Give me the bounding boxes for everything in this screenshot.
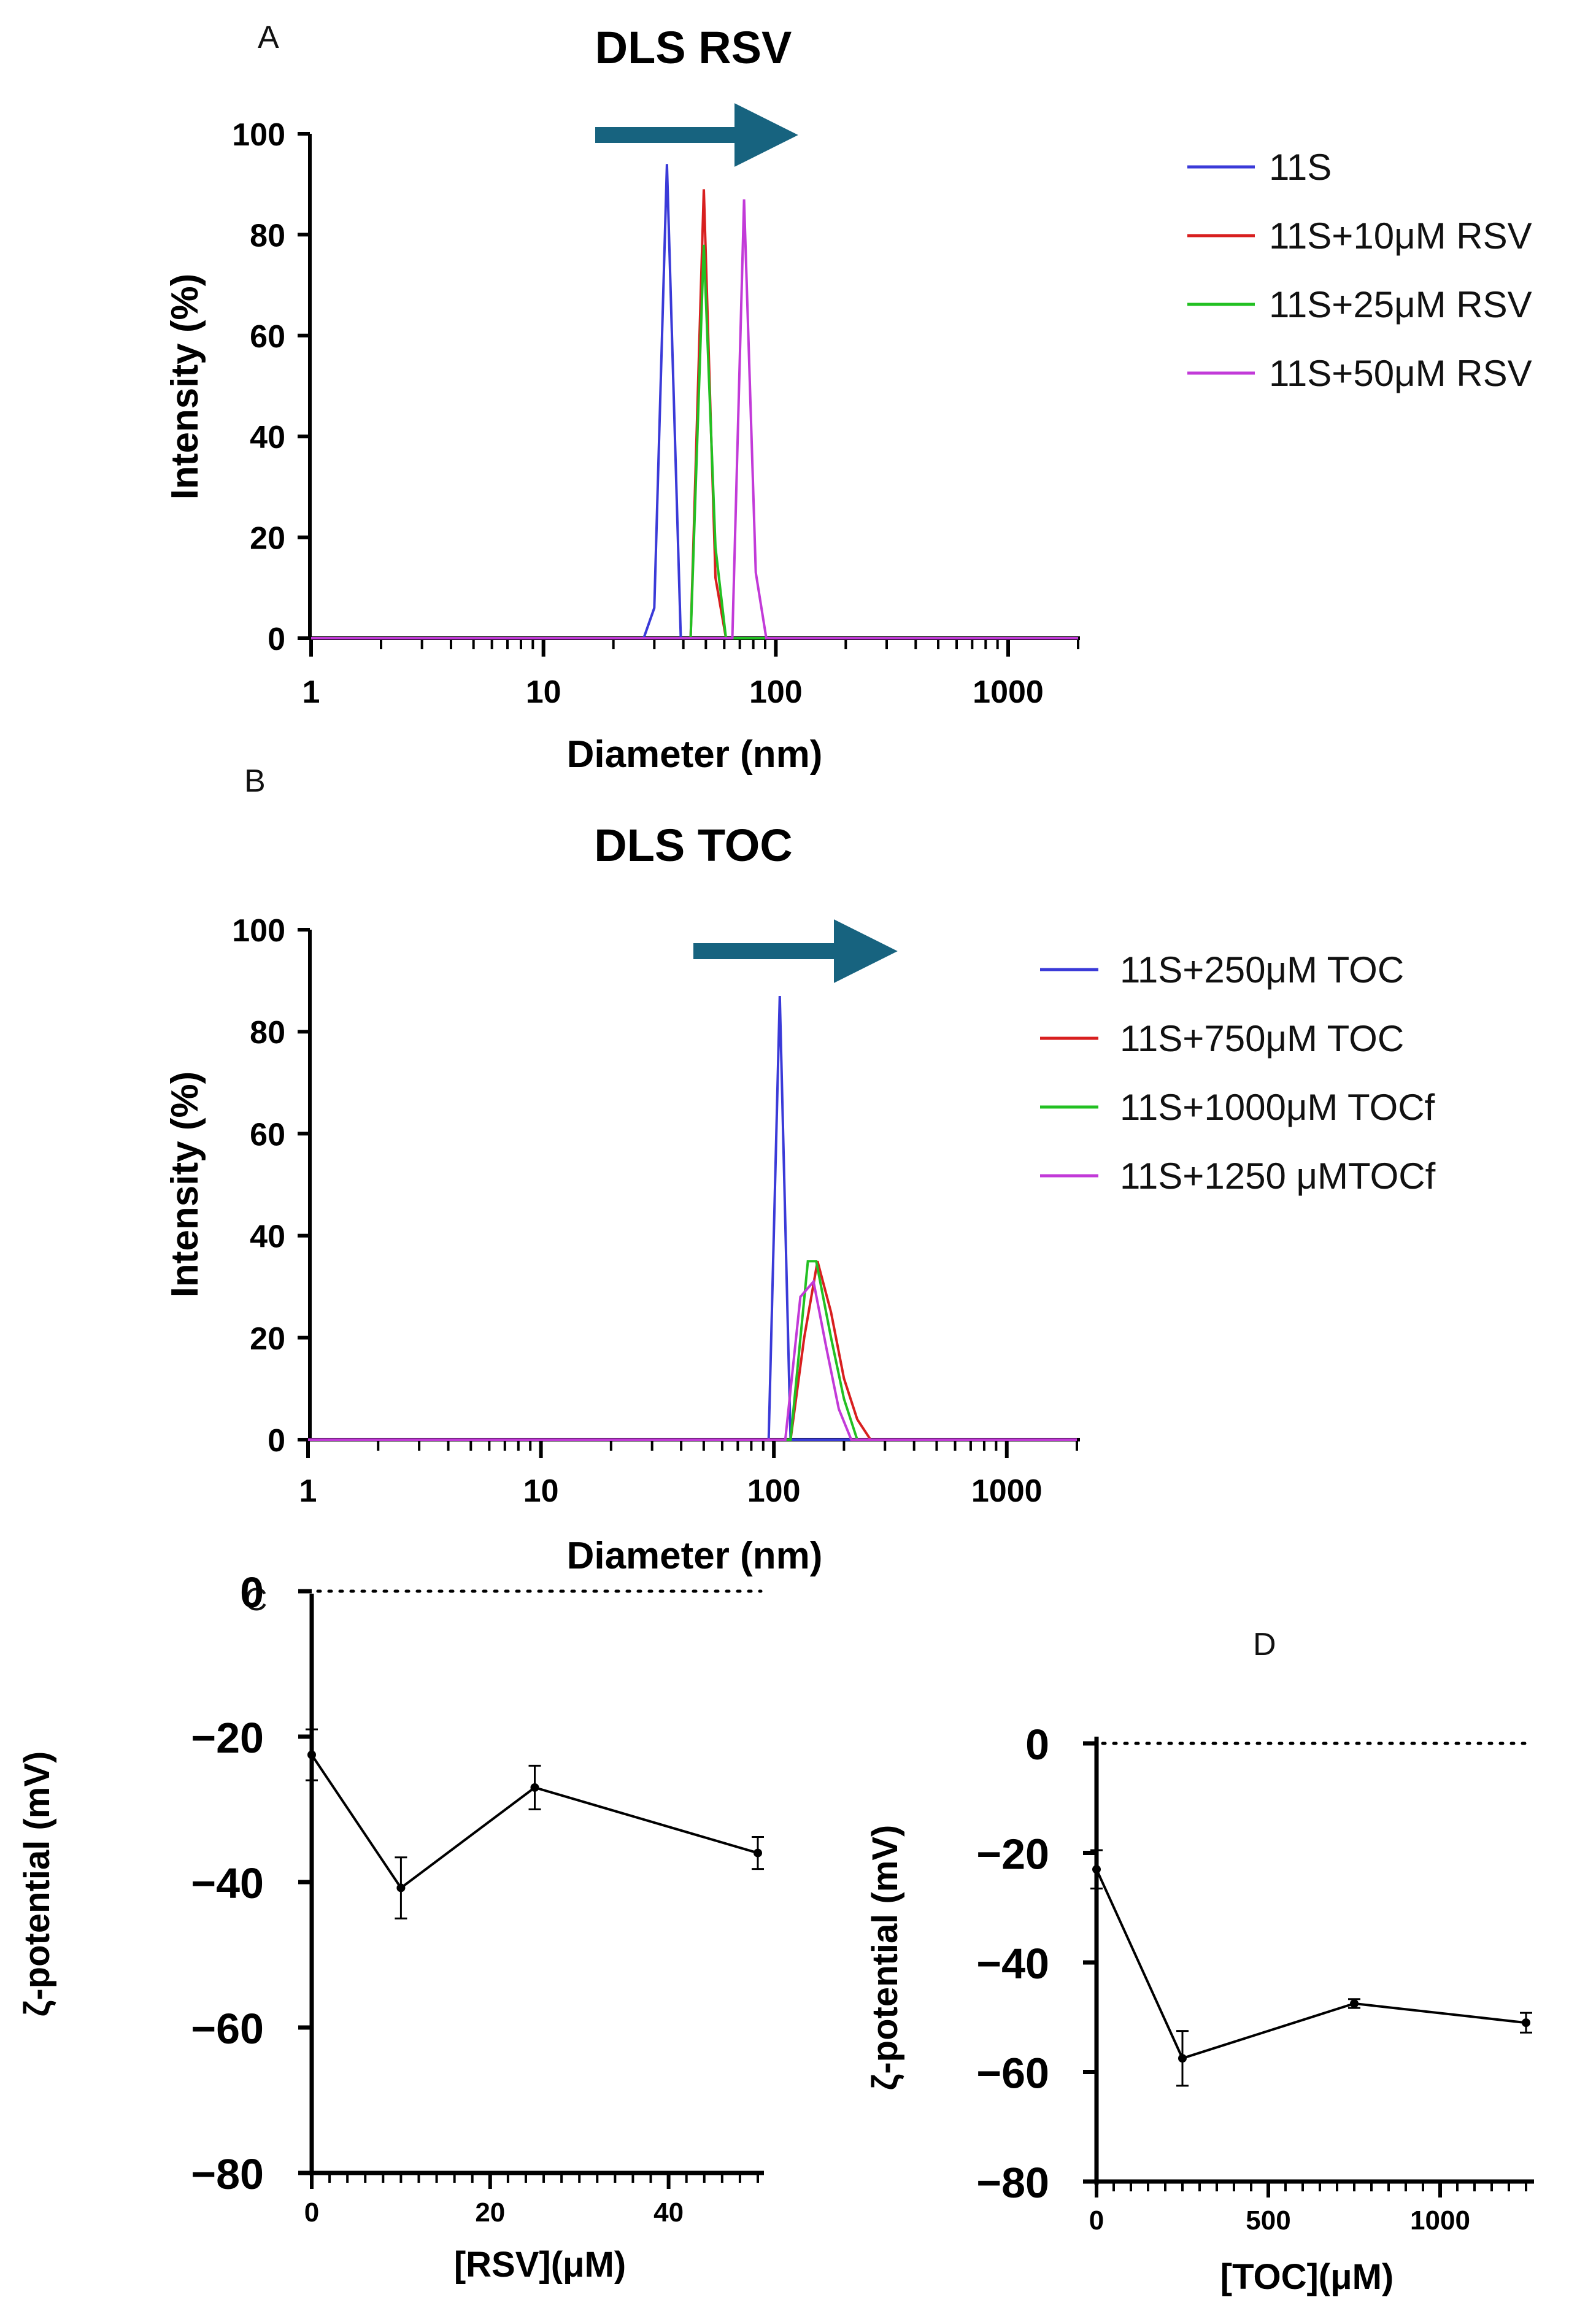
data-point-c-0	[307, 1750, 316, 1759]
panel-c-zeta-rsv: C 0 −20 −40 −60 −80 0 20 40 [RSV](μM) ζ-potent…	[17, 1569, 764, 2285]
x-axis-title-d: [TOC](μM)	[1220, 2257, 1394, 2297]
y-tick-label-a-0: 0	[268, 622, 285, 657]
y-axis-title-a: Intensity (%)	[164, 274, 206, 500]
y-tick-label-b-5: 100	[232, 913, 285, 949]
x-tick-label-c-0: 0	[304, 2197, 319, 2228]
data-point-d-1	[1178, 2054, 1187, 2063]
x-tick-label-b-0: 1	[299, 1473, 317, 1509]
y-axis-title-d: ζ-potential (mV)	[865, 1825, 905, 2091]
x-tick-label-d-2: 1000	[1410, 2205, 1470, 2236]
data-point-c-2	[530, 1783, 539, 1792]
plot-area-b: 0 20 40 60 80 100 1 10 100 1000	[232, 913, 1080, 1509]
legend-label-a-3: 11S+50μM RSV	[1269, 353, 1532, 394]
x-tick-label-a-3: 1000	[973, 674, 1044, 710]
x-tick-label-a-1: 10	[526, 674, 561, 710]
data-point-c-3	[754, 1848, 762, 1858]
y-tick-label-b-2: 40	[250, 1219, 285, 1255]
y-tick-label-d-0: 0	[1025, 1721, 1049, 1769]
x-tick-label-b-2: 100	[747, 1473, 801, 1509]
y-tick-label-c-4: −80	[191, 2150, 264, 2198]
legend-label-b-1: 11S+750μM TOC	[1120, 1018, 1404, 1059]
y-tick-label-a-3: 60	[250, 319, 285, 355]
data-point-d-3	[1522, 2018, 1530, 2028]
y-axis-title-b: Intensity (%)	[164, 1071, 206, 1298]
x-axis-title-b: Diameter (nm)	[567, 1535, 823, 1577]
x-tick-label-a-2: 100	[749, 674, 803, 710]
plot-area-c: 0 −20 −40 −60 −80 0 20 40	[191, 1569, 764, 2228]
legend-a: 11S 11S+10μM RSV 11S+25μM RSV 11S+50μM RSV	[1187, 147, 1532, 394]
y-tick-label-a-2: 40	[250, 420, 285, 455]
legend-label-a-1: 11S+10μM RSV	[1269, 215, 1532, 257]
plot-area-d: 0 −20 −40 −60 −80 0 500 1000	[976, 1721, 1534, 2236]
y-tick-label-b-3: 60	[250, 1117, 285, 1152]
panel-label-b: B	[244, 763, 266, 799]
x-tick-label-c-2: 40	[653, 2197, 684, 2228]
x-tick-label-a-0: 1	[303, 674, 320, 710]
legend-label-b-0: 11S+250μM TOC	[1120, 949, 1404, 990]
y-tick-label-a-5: 100	[232, 117, 285, 153]
x-tick-label-d-1: 500	[1246, 2205, 1290, 2236]
legend-label-b-2: 11S+1000μM TOCf	[1120, 1087, 1435, 1128]
series-line-c	[310, 1754, 758, 1890]
panel-a-dls-rsv: A DLS RSV 0 20 40 60 80 100 1 10 100 1000 Diamet…	[164, 20, 1532, 776]
panel-label-a: A	[258, 20, 279, 55]
y-tick-label-d-1: −20	[976, 1831, 1049, 1878]
series-line-b-0	[308, 995, 1077, 1441]
legend-label-a-0: 11S	[1269, 147, 1332, 188]
plot-area-a: 0 20 40 60 80 100 1 10 100 1000	[232, 117, 1080, 710]
legend-label-b-3: 11S+1250 μMTOCf	[1120, 1156, 1436, 1197]
y-tick-label-b-0: 0	[268, 1423, 285, 1459]
y-tick-label-c-3: −60	[191, 2005, 264, 2053]
panel-b-dls-toc: B DLS TOC 0 20 40 60 80 100 1 10 100 1000 Diamet…	[164, 763, 1436, 1577]
y-tick-label-d-4: −80	[976, 2159, 1049, 2207]
y-tick-label-c-1: −20	[191, 1714, 264, 1762]
x-axis-title-c: [RSV](μM)	[454, 2245, 626, 2285]
x-axis-title-a: Diameter (nm)	[567, 733, 823, 776]
series-line-a-1	[311, 189, 1078, 639]
legend-b: 11S+250μM TOC 11S+750μM TOC 11S+1000μM TOC…	[1040, 949, 1436, 1197]
y-tick-label-c-2: −40	[191, 1859, 264, 1907]
data-point-d-2	[1350, 1999, 1359, 2008]
panel-label-c: C	[244, 1582, 268, 1618]
x-tick-label-c-1: 20	[475, 2197, 505, 2228]
series-line-a-3	[311, 199, 1078, 639]
series-line-b-2	[308, 1260, 1077, 1441]
chart-title-a: DLS RSV	[595, 22, 792, 73]
y-tick-label-d-3: −60	[976, 2050, 1049, 2097]
y-tick-label-b-4: 80	[250, 1015, 285, 1051]
data-point-c-1	[396, 1883, 406, 1893]
y-tick-label-d-2: −40	[976, 1940, 1049, 1988]
panel-label-d: D	[1253, 1627, 1276, 1662]
x-tick-label-b-3: 1000	[971, 1473, 1043, 1509]
y-tick-label-a-4: 80	[250, 218, 285, 253]
x-tick-label-b-1: 10	[523, 1473, 559, 1509]
y-tick-label-b-1: 20	[250, 1321, 285, 1357]
series-line-d	[1095, 1869, 1527, 2060]
series-line-b-1	[308, 1260, 1077, 1441]
chart-title-b: DLS TOC	[594, 820, 792, 871]
legend-label-a-2: 11S+25μM RSV	[1269, 284, 1532, 325]
data-point-d-0	[1092, 1865, 1101, 1874]
y-axis-title-c: ζ-potential (mV)	[17, 1751, 57, 2017]
series-line-b-3	[308, 1278, 1077, 1441]
y-tick-label-a-1: 20	[250, 521, 285, 557]
panel-d-zeta-toc: D 0 −20 −40 −60 −80 0 500 1000 [TOC](μM) ζ-pot…	[865, 1627, 1534, 2297]
series-line-a-0	[311, 164, 1078, 639]
series-line-a-2	[311, 244, 1078, 639]
y-tick-label-c-0: 0	[240, 1569, 264, 1616]
x-tick-label-d-0: 0	[1089, 2205, 1104, 2236]
